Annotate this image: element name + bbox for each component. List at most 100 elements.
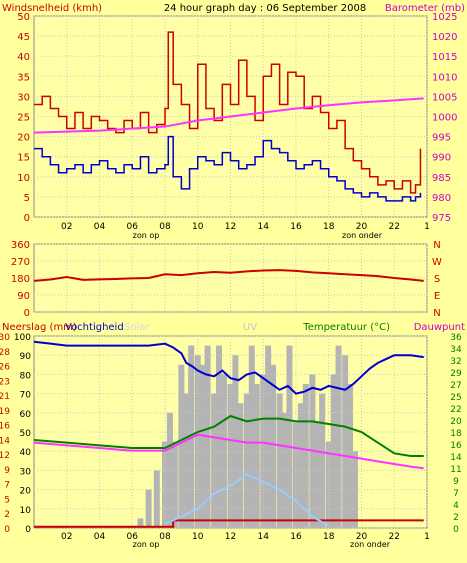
humidity-y-tick-label: 90 (20, 352, 32, 362)
solar-bar (237, 403, 244, 528)
solar-bar (265, 345, 272, 528)
solar-bar (243, 393, 250, 528)
solar-bar (314, 422, 321, 528)
rain-y-tick-label: 9 (4, 466, 10, 476)
humidity-series (33, 340, 424, 528)
solar-bar (178, 364, 185, 528)
rain-y-tick-label: 16 (0, 422, 10, 432)
uv-label: UV (243, 322, 257, 333)
rain-y-tick-label: 21 (0, 392, 10, 402)
wind-y-tick-label: 25 (17, 113, 30, 124)
rain-y-tick-label: 28 (0, 348, 10, 358)
solar-bar (335, 345, 342, 528)
solar-bar (330, 374, 337, 528)
sunset-label: zon onder (342, 231, 383, 240)
wind-series-line-1 (34, 135, 422, 202)
humidity-x-tick-label: 20 (356, 532, 368, 542)
barometer-y-tick-label: 1020 (432, 32, 457, 43)
sunset-label-2: zon onder (350, 540, 391, 549)
rain-y-tick-label: 30 (0, 333, 10, 343)
solar-bar (211, 393, 218, 528)
compass-tick-label: N (433, 308, 440, 319)
humidity-x-tick-label: 18 (323, 532, 335, 542)
wind-x-tick-label: 1 (424, 222, 430, 232)
temperature-y-tick-label: 2 (453, 513, 459, 523)
humidity-y-tick-label: 10 (20, 506, 32, 516)
barometer-y-tick-label: 975 (432, 213, 451, 224)
wind-y-tick-label: 0 (24, 213, 30, 224)
temperature-y-tick-label: 25 (450, 393, 461, 403)
solar-bar (199, 364, 206, 528)
temperature-y-tick-label: 22 (450, 405, 461, 415)
wind-series-line-2 (33, 97, 424, 134)
temperature-y-tick-label: 0 (453, 525, 459, 535)
direction-y-tick-label: 360 (11, 240, 30, 251)
wind-x-tick-label: 20 (356, 222, 368, 232)
rain-y-tick-label: 0 (4, 525, 10, 535)
humidity-y-tick-label: 30 (20, 467, 32, 477)
humidity-series-line-2 (33, 433, 424, 470)
dewpoint-axis-title: Dauwpunt (414, 322, 465, 333)
temperature-y-tick-label: 9 (453, 477, 459, 487)
wind-x-tick-label: 12 (225, 222, 236, 232)
solar-bar (297, 403, 304, 528)
humidity-y-tick-label: 20 (20, 487, 32, 497)
compass-tick-label: E (434, 291, 440, 302)
wind-x-tick-label: 10 (192, 222, 204, 232)
solar-bar (137, 518, 144, 528)
humidity-y-tick-label: 50 (20, 429, 32, 439)
humidity-y-tick-label: 100 (14, 333, 31, 343)
rain-axis-title: Neerslag (mm) (2, 322, 77, 333)
temperature-y-tick-label: 11 (450, 465, 461, 475)
wind-y-tick-label: 50 (17, 12, 30, 23)
temperature-y-tick-label: 14 (450, 453, 462, 463)
humidity-x-tick-label: 16 (290, 532, 302, 542)
wind-y-tick-label: 30 (17, 92, 30, 103)
temperature-y-tick-label: 32 (450, 357, 461, 367)
humidity-y-tick-label: 70 (20, 391, 32, 401)
chart-title: 24 hour graph day : 06 September 2008 (164, 3, 366, 14)
barometer-y-tick-label: 1025 (432, 12, 457, 23)
wind-x-tick-label: 22 (389, 222, 400, 232)
compass-tick-label: S (434, 274, 440, 285)
barometer-y-tick-label: 985 (432, 173, 451, 184)
wind-x-tick-label: 02 (61, 222, 72, 232)
barometer-y-tick-label: 1005 (432, 92, 457, 103)
solar-bar (248, 345, 255, 528)
wind-y-ticks: 0 5 10 15 20 25 30 35 40 45 50 (17, 12, 30, 224)
wind-y-tick-label: 5 (24, 193, 30, 204)
humidity-y-tick-label: 80 (20, 371, 32, 381)
humidity-x-tick-label: 1 (424, 532, 430, 542)
solar-bar (183, 393, 190, 528)
temperature-y-tick-label: 18 (450, 429, 462, 439)
direction-series (33, 269, 424, 282)
humidity-y-ticks: 0 10 20 30 40 50 60 70 80 90 100 (14, 333, 31, 535)
humidity-x-ticks: 02 04 06 08 10 12 14 16 18 20 22 1 (61, 532, 430, 542)
barometer-y-tick-label: 990 (432, 153, 451, 164)
solar-bar (270, 364, 277, 528)
barometer-axis-title: Barometer (mb) (385, 3, 465, 14)
barometer-y-tick-label: 1010 (432, 72, 457, 83)
humidity-x-tick-label: 06 (127, 532, 139, 542)
humidity-x-tick-label: 02 (61, 532, 72, 542)
direction-y-ticks: 0 90 180 270 360 (11, 240, 30, 319)
wind-x-tick-label: 14 (258, 222, 270, 232)
solar-bar (286, 345, 293, 528)
wind-x-tick-label: 08 (159, 222, 171, 232)
humidity-x-tick-label: 22 (389, 532, 400, 542)
barometer-y-tick-label: 1000 (432, 113, 457, 124)
humidity-x-tick-label: 10 (192, 532, 204, 542)
humidity-x-tick-label: 12 (225, 532, 236, 542)
solar-bar (319, 393, 326, 528)
temperature-axis-title: Temperatuur (°C) (302, 322, 390, 333)
temperature-y-ticks: 0 2 4 7 9 11 14 16 18 20 22 25 27 29 32 34 36 (450, 333, 462, 535)
temperature-y-tick-label: 4 (453, 501, 459, 511)
temperature-y-tick-label: 36 (450, 333, 462, 343)
solar-bar (253, 384, 260, 528)
temperature-y-tick-label: 34 (450, 345, 462, 355)
temperature-y-tick-label: 27 (450, 381, 461, 391)
direction-y-tick-label: 180 (11, 274, 30, 285)
humidity-x-tick-label: 04 (94, 532, 106, 542)
